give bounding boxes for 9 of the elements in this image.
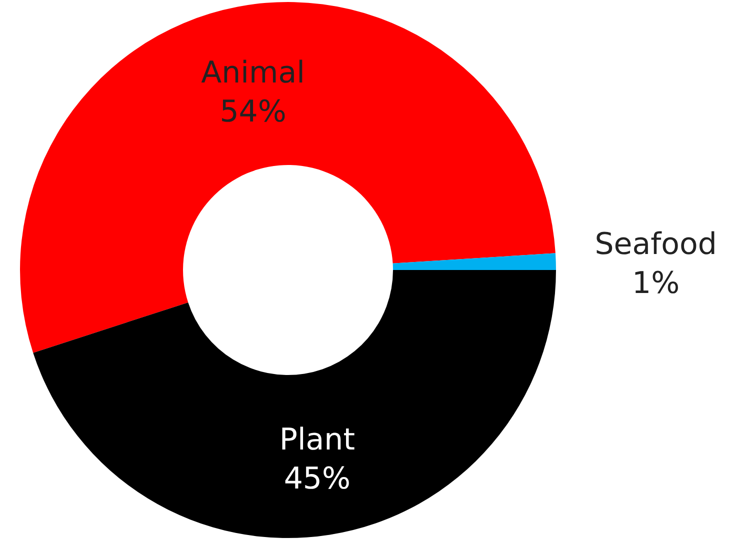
slice-label: Animal [201, 55, 305, 90]
slice-label: Seafood [594, 226, 717, 262]
donut-slice [20, 2, 556, 353]
data-label: 54% [220, 94, 286, 130]
donut-slice [392, 253, 556, 270]
slice-label: Plant [279, 422, 356, 458]
data-label: 1% [632, 266, 680, 301]
data-label: 45% [284, 462, 351, 497]
donut-slice [33, 270, 556, 538]
